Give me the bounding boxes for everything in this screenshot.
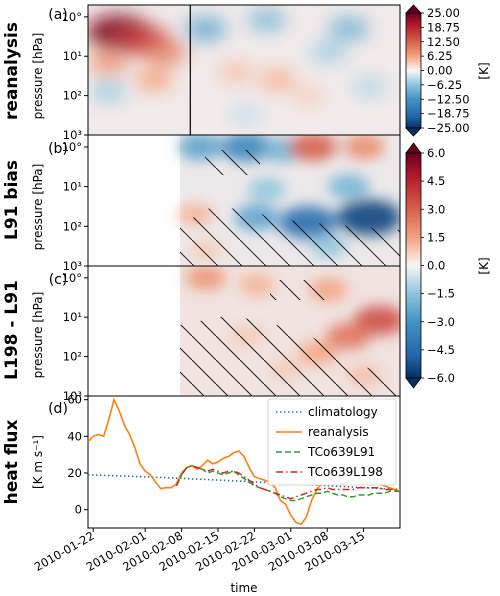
heatmap-cell-a-7 xyxy=(247,8,287,32)
colorbar-tick-label: 18.75 xyxy=(427,20,460,34)
panel-c-label: (c) xyxy=(49,272,68,288)
legend-label: reanalysis xyxy=(308,425,369,439)
heatmap-cell-a-14 xyxy=(230,104,263,125)
y-tick-label: 10³ xyxy=(63,259,83,273)
colorbar-tick-label: −25.00 xyxy=(427,121,470,135)
y-tick-label: 0 xyxy=(75,503,82,517)
colorbar-tick-label: −4.5 xyxy=(427,343,455,357)
heatmap-cell-a-13 xyxy=(352,76,387,98)
heatmap-cell-a-9 xyxy=(310,41,347,64)
heatmap-cell-a-5 xyxy=(90,80,127,103)
panel-d-y-ticks: 0 20 40 60 xyxy=(67,393,88,517)
panel-d-label: (d) xyxy=(48,401,68,417)
heatmap-cell-b-5 xyxy=(328,174,370,199)
colorbar-tick-label: −1.5 xyxy=(427,287,455,301)
heatmap-cell-c-0 xyxy=(185,266,226,290)
panel-d-xlabel: time xyxy=(230,581,257,595)
y-tick-label: 10³ xyxy=(63,389,83,403)
panel-a-y-ticks: 10° 10¹ 10² 10³ xyxy=(62,10,88,142)
series-tco639l198-line xyxy=(175,464,400,500)
colorbar-tick-label: −3.0 xyxy=(427,315,455,329)
legend-label: TCo639L198 xyxy=(307,465,383,479)
colorbar-tick-label: 6.25 xyxy=(427,49,453,63)
heatmap-cell-a-10 xyxy=(259,68,296,91)
colorbar-tick-label: −12.50 xyxy=(427,92,470,106)
colorbar-tick-label: 6.0 xyxy=(427,146,445,160)
y-tick-label: 10¹ xyxy=(63,180,82,194)
heatmap-cell-a-8 xyxy=(328,16,370,41)
y-tick-label: 10² xyxy=(63,89,82,103)
panel-b-label: (b) xyxy=(48,141,68,157)
panel-b-y-ticks: 10° 10¹ 10² 10³ xyxy=(62,140,88,273)
colorbar-tick-label: 12.50 xyxy=(427,35,460,49)
y-tick-label: 10¹ xyxy=(63,310,82,324)
panel-b-significance-hatching xyxy=(180,150,400,266)
heatmap-cell-b-3 xyxy=(289,135,338,161)
row-label-l198-l91: L198 - L91 xyxy=(2,280,22,380)
colorbar-bias-unit: [K] xyxy=(477,257,491,274)
colorbar-tick-label: −6.0 xyxy=(427,371,455,385)
row-label-reanalysis: reanalysis xyxy=(2,22,22,120)
row-label-heat-flux: heat flux xyxy=(2,420,22,505)
y-tick-label: 10° xyxy=(62,271,82,285)
colorbar-tick-label: −18.75 xyxy=(427,107,470,121)
colorbar-reanalysis: 25.0018.7512.506.250.00−6.25−12.50−18.75… xyxy=(405,4,491,137)
panel-c-significance-hatching xyxy=(180,280,400,396)
heatmap-cell-a-11 xyxy=(219,61,254,83)
heatmap-cell-c-1 xyxy=(238,273,275,296)
colorbar-reanalysis-unit: [K] xyxy=(477,62,491,79)
y-tick-label: 10° xyxy=(62,10,82,24)
panel-c-ylabel: pressure [hPa] xyxy=(31,292,45,379)
y-tick-label: 10² xyxy=(63,219,82,233)
panel-d-ylabel: [K m s⁻¹] xyxy=(31,435,45,489)
heatmap-cell-b-6 xyxy=(248,178,287,202)
y-tick-label: 40 xyxy=(67,429,82,443)
colorbar-tick-label: 0.00 xyxy=(427,64,453,78)
row-label-l91-bias: L91 bias xyxy=(2,160,22,240)
colorbar-tick-label: 0.0 xyxy=(427,259,445,273)
colorbar-tick-label: 1.5 xyxy=(427,230,445,244)
y-tick-label: 10³ xyxy=(63,128,83,142)
heatmap-cell-a-12 xyxy=(291,85,325,106)
heatmap-cell-b-4 xyxy=(343,135,385,160)
panel-b-ylabel: pressure [hPa] xyxy=(31,164,45,251)
legend-label: climatology xyxy=(308,405,378,419)
heatmap-cell-c-4 xyxy=(326,322,372,350)
panel-d-x-ticks: 2010-01-222010-02-012010-02-082010-02-15… xyxy=(32,528,367,574)
y-tick-label: 20 xyxy=(67,466,82,480)
panel-c-heatmap xyxy=(87,265,401,397)
legend-label: TCo639L91 xyxy=(307,445,375,459)
heatmap-cell-a-3 xyxy=(88,51,129,75)
y-tick-label: 60 xyxy=(67,393,82,407)
colorbar-tick-label: 3.0 xyxy=(427,202,445,216)
heatmap-cell-a-6 xyxy=(184,16,227,42)
heatmap-cell-a-2 xyxy=(143,39,186,66)
heatmap-cell-a-4 xyxy=(135,68,174,92)
panel-c-y-ticks: 10° 10¹ 10² 10³ xyxy=(62,271,88,403)
series-climatology-line xyxy=(87,474,401,491)
y-tick-label: 10² xyxy=(63,350,82,364)
colorbar-tick-label: −6.25 xyxy=(427,78,462,92)
colorbar-tick-label: 4.5 xyxy=(427,174,445,188)
colorbar-tick-label: 25.00 xyxy=(427,6,460,20)
y-tick-label: 10¹ xyxy=(63,49,82,63)
panel-a-label: (a) xyxy=(48,7,68,23)
panel-a-heatmap xyxy=(87,4,401,136)
panel-a-ylabel: pressure [hPa] xyxy=(31,33,45,120)
series-tco639l91-line xyxy=(175,464,400,502)
y-tick-label: 10° xyxy=(62,140,82,154)
panel-b-heatmap xyxy=(87,134,401,267)
legend: climatology reanalysis TCo639L91 TCo639L198 xyxy=(267,398,397,486)
colorbar-bias: 6.0 4.5 3.0 1.5 0.0 −1.5 −3.0 −4.5 −6.0 [K] xyxy=(405,142,491,389)
